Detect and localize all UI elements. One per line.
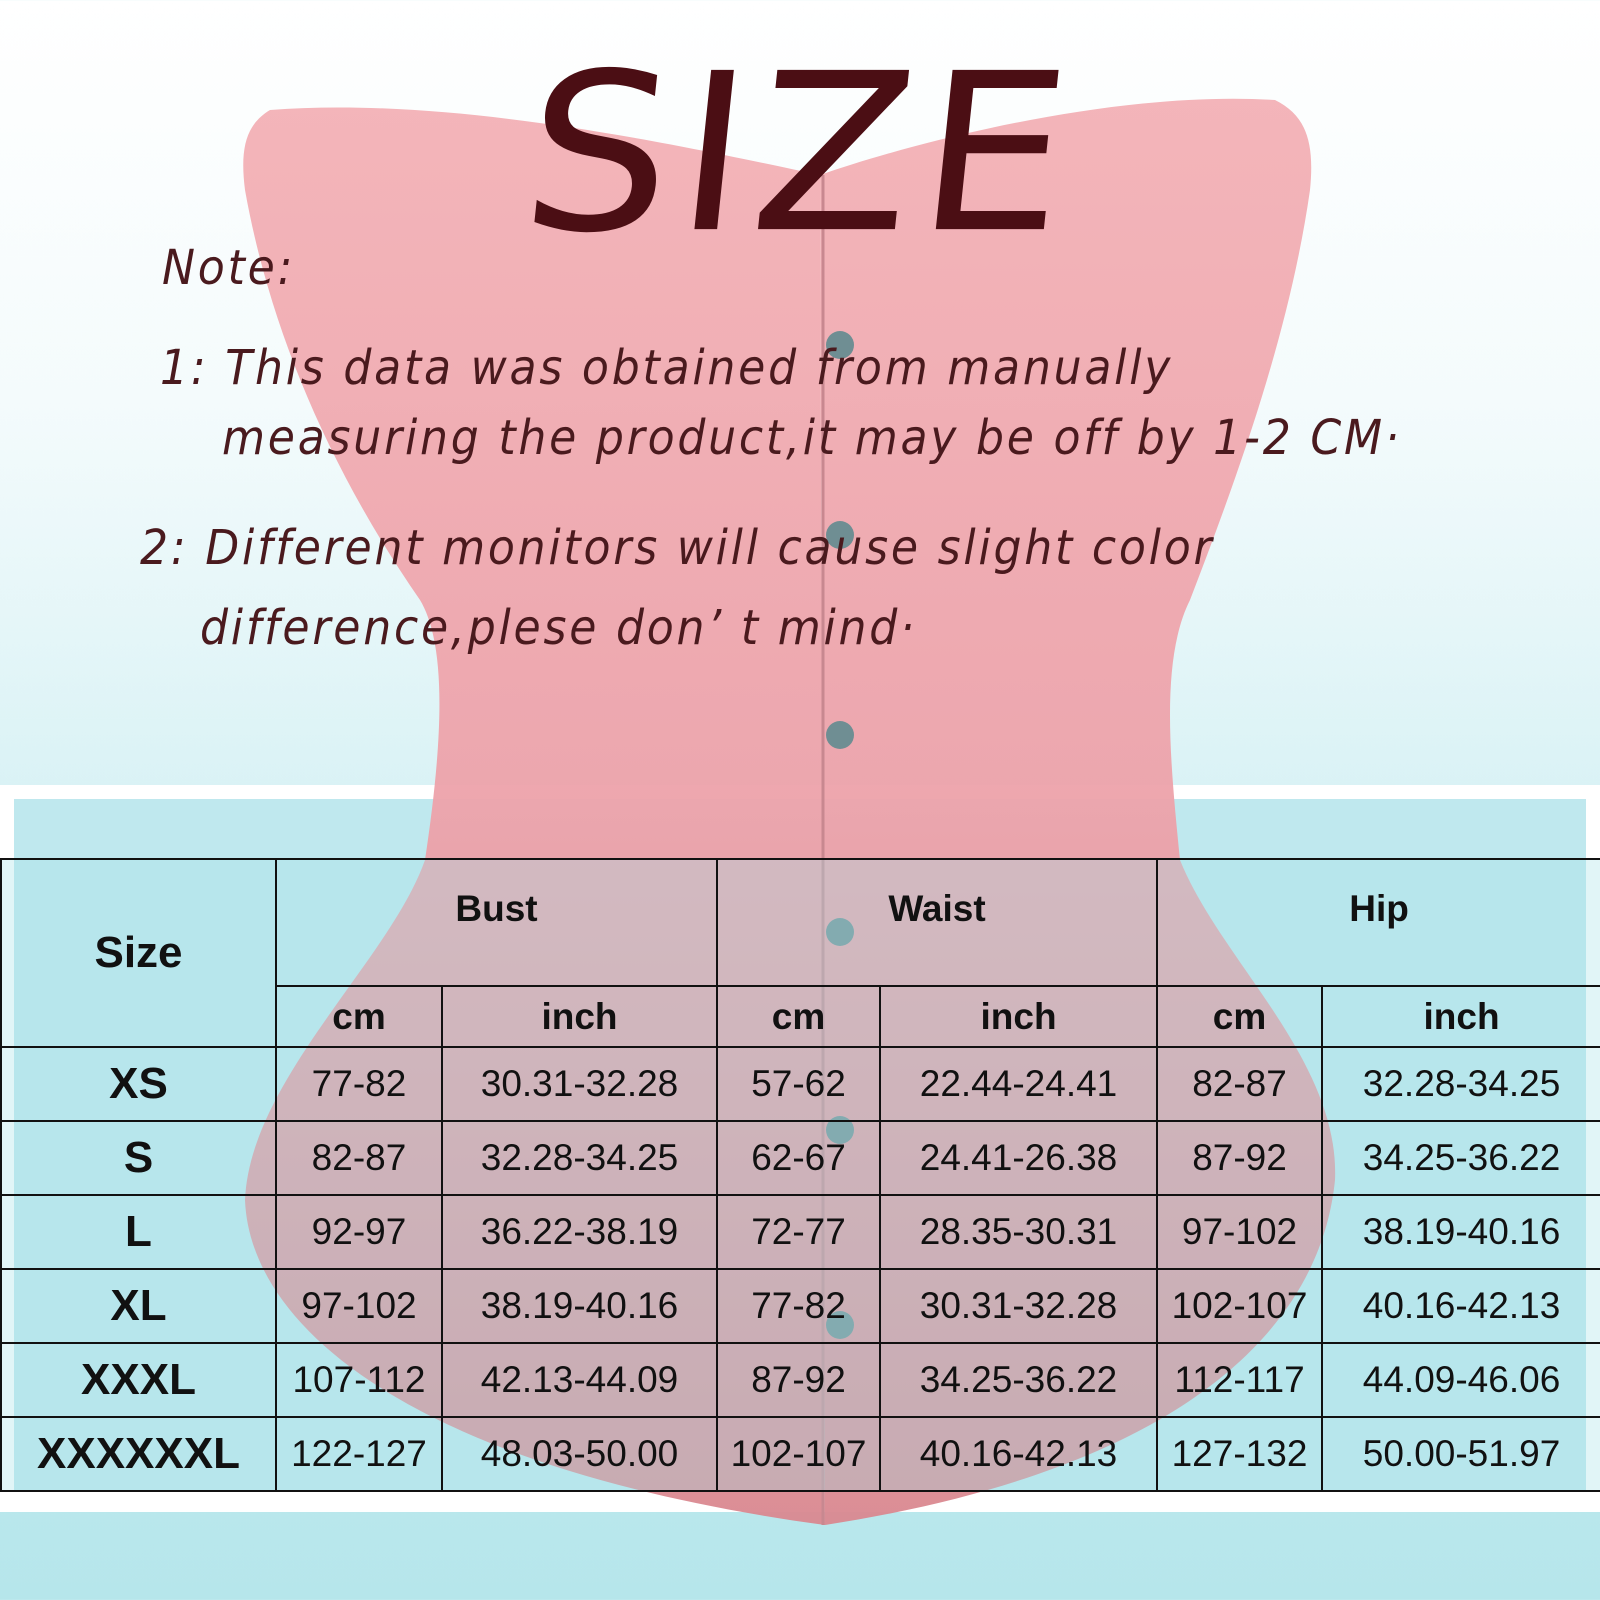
measurement-cell: 38.19-40.16 — [1321, 1194, 1600, 1270]
measurement-cell: 62-67 — [716, 1120, 882, 1196]
measurement-cell: 22.44-24.41 — [879, 1046, 1159, 1122]
header-row-groups: Size Bust Waist Hip — [0, 858, 1600, 1048]
table-row: XXXXXXL 122-127 48.03-50.00 102-107 40.16-42… — [0, 1416, 1600, 1492]
measurement-cell: 34.25-36.22 — [1321, 1120, 1600, 1196]
unit-header: inch — [440, 985, 719, 1048]
group-header-waist: Waist — [716, 858, 1159, 987]
measurement-cell: 102-107 — [1156, 1268, 1324, 1344]
measurement-cell: 32.28-34.25 — [440, 1120, 719, 1196]
measurement-cell: 38.19-40.16 — [440, 1268, 719, 1344]
unit-header: inch — [879, 985, 1159, 1048]
size-header: Size — [0, 858, 277, 1048]
measurement-cell: 82-87 — [1156, 1046, 1324, 1122]
note-heading: Note: — [162, 240, 296, 296]
measurement-cell: 77-82 — [716, 1268, 882, 1344]
table-row: S 82-87 32.28-34.25 62-67 24.41-26.38 87-92 34… — [0, 1120, 1600, 1196]
measurement-cell: 97-102 — [275, 1268, 443, 1344]
group-header-hip: Hip — [1156, 858, 1600, 987]
measurement-cell: 82-87 — [275, 1120, 443, 1196]
measurement-cell: 44.09-46.06 — [1321, 1342, 1600, 1418]
measurement-cell: 87-92 — [716, 1342, 882, 1418]
unit-header: inch — [1321, 985, 1600, 1048]
measurement-cell: 97-102 — [1156, 1194, 1324, 1270]
measurement-cell: 87-92 — [1156, 1120, 1324, 1196]
measurement-cell: 36.22-38.19 — [440, 1194, 719, 1270]
note-line-1a: 1: This data was obtained from manually — [160, 340, 1174, 396]
size-label: L — [0, 1194, 277, 1270]
measurement-cell: 77-82 — [275, 1046, 443, 1122]
table-row: XXXL 107-112 42.13-44.09 87-92 34.25-36.22 11… — [0, 1342, 1600, 1418]
group-header-bust: Bust — [274, 858, 719, 987]
measurement-cell: 112-117 — [1156, 1342, 1324, 1418]
measurement-cell: 48.03-50.00 — [440, 1416, 719, 1492]
note-line-2a: 2: Different monitors will cause slight … — [140, 520, 1215, 576]
size-label: XXXL — [0, 1342, 277, 1418]
measurement-cell: 50.00-51.97 — [1321, 1416, 1600, 1492]
measurement-cell: 28.35-30.31 — [879, 1194, 1159, 1270]
measurement-cell: 30.31-32.28 — [879, 1268, 1159, 1344]
size-label: S — [0, 1120, 277, 1196]
measurement-cell: 72-77 — [716, 1194, 882, 1270]
measurement-cell: 102-107 — [716, 1416, 882, 1492]
measurement-cell: 92-97 — [275, 1194, 443, 1270]
size-label: XS — [0, 1046, 277, 1122]
measurement-cell: 127-132 — [1156, 1416, 1324, 1492]
table-row: XL 97-102 38.19-40.16 77-82 30.31-32.28 102-1… — [0, 1268, 1600, 1344]
measurement-cell: 32.28-34.25 — [1321, 1046, 1600, 1122]
measurement-cell: 57-62 — [716, 1046, 882, 1122]
page-title: SIZE — [512, 27, 1088, 282]
measurement-cell: 24.41-26.38 — [879, 1120, 1159, 1196]
size-label: XL — [0, 1268, 277, 1344]
size-chart-table: Size Bust Waist Hip cm inch cm inch cm i… — [0, 858, 1600, 1492]
measurement-cell: 34.25-36.22 — [879, 1342, 1159, 1418]
measurement-cell: 40.16-42.13 — [879, 1416, 1159, 1492]
measurement-cell: 42.13-44.09 — [440, 1342, 719, 1418]
unit-header: cm — [275, 985, 443, 1048]
unit-header: cm — [716, 985, 882, 1048]
note-line-1b: measuring the product,it may be off by 1… — [222, 410, 1402, 466]
unit-header: cm — [1156, 985, 1324, 1048]
measurement-cell: 122-127 — [275, 1416, 443, 1492]
note-line-2b: difference,plese don’ t mind· — [200, 600, 917, 656]
measurement-cell: 40.16-42.13 — [1321, 1268, 1600, 1344]
table-row: XS 77-82 30.31-32.28 57-62 22.44-24.41 82-87 3… — [0, 1046, 1600, 1122]
table-row: L 92-97 36.22-38.19 72-77 28.35-30.31 97-102 3… — [0, 1194, 1600, 1270]
header-row-units: cm inch cm inch cm inch — [1, 985, 1600, 1048]
measurement-cell: 30.31-32.28 — [440, 1046, 719, 1122]
measurement-cell: 107-112 — [275, 1342, 443, 1418]
size-label: XXXXXXL — [0, 1416, 277, 1492]
